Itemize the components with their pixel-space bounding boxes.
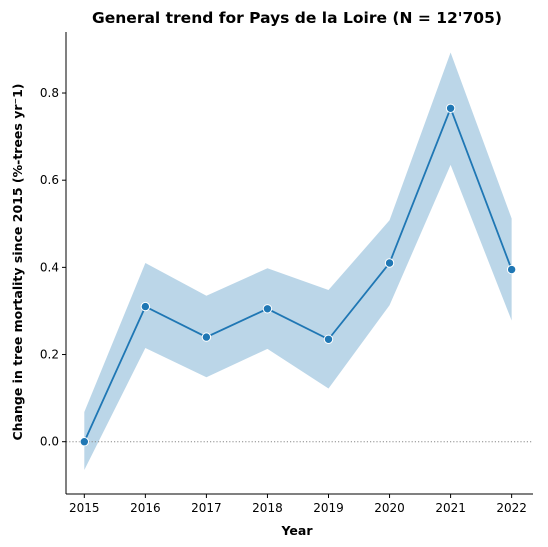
y-tick-label: 0.4 [40, 260, 59, 274]
x-axis-ticks: 2015 2016 2017 2018 2019 2020 2021 2022 [69, 494, 527, 515]
x-tick-label: 2022 [496, 501, 527, 515]
data-point [140, 301, 151, 312]
x-tick-label: 2018 [252, 501, 283, 515]
x-tick-label: 2016 [130, 501, 161, 515]
x-tick-label: 2019 [313, 501, 344, 515]
x-tick-label: 2015 [69, 501, 100, 515]
x-tick-label: 2021 [435, 501, 466, 515]
y-axis-label: Change in tree mortality since 2015 (%-t… [10, 83, 25, 440]
data-point [506, 264, 517, 275]
y-tick-label: 0.2 [40, 348, 59, 362]
data-point [201, 332, 212, 342]
y-tick-label: 0.6 [40, 173, 59, 187]
x-tick-label: 2017 [191, 501, 222, 515]
data-point [445, 103, 456, 113]
y-tick-label: 0.8 [40, 86, 59, 100]
data-point [384, 258, 395, 268]
y-axis-ticks: 0.0 0.2 0.4 0.6 0.8 [40, 86, 66, 449]
x-axis-label: Year [281, 523, 314, 538]
plot-area [66, 52, 533, 471]
chart-title: General trend for Pays de la Loire (N = … [92, 9, 502, 27]
data-point [79, 436, 90, 447]
confidence-band [84, 52, 512, 471]
data-point [262, 304, 273, 314]
data-point [323, 334, 334, 344]
y-tick-label: 0.0 [40, 435, 59, 449]
trend-line [83, 105, 513, 443]
x-tick-label: 2020 [374, 501, 405, 515]
